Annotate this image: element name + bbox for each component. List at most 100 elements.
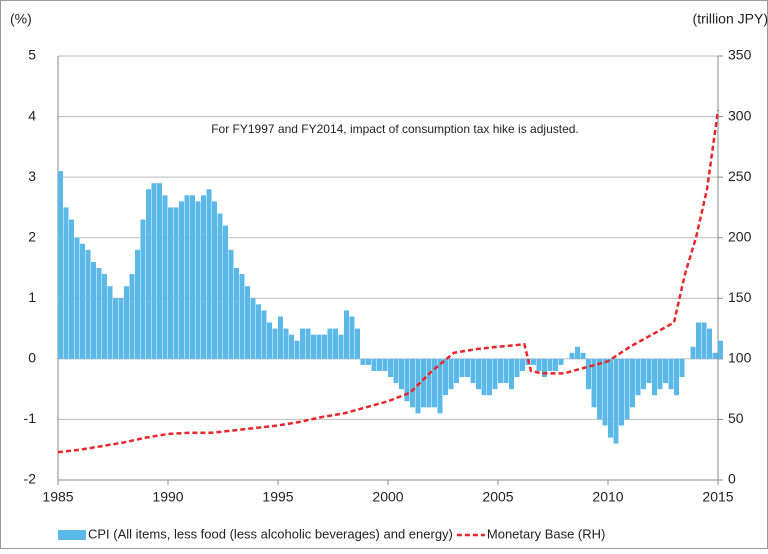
bar: [619, 358, 624, 426]
bar: [217, 213, 223, 359]
bar: [113, 298, 118, 359]
bar: [305, 328, 311, 359]
bar: [470, 358, 476, 384]
bar: [377, 358, 382, 371]
bar: [102, 274, 107, 359]
bar: [124, 286, 129, 359]
bar: [91, 261, 96, 359]
bar: [624, 358, 630, 420]
y-tick-label: 5: [28, 47, 36, 63]
bar: [338, 334, 344, 359]
y-tick-label: 1: [28, 289, 36, 305]
bar: [140, 219, 146, 359]
bar: [432, 358, 437, 408]
bar: [118, 298, 124, 359]
bar: [503, 358, 509, 384]
y2-tick-label: 350: [728, 47, 752, 63]
bar: [580, 352, 586, 359]
x-tick-label: 1990: [152, 489, 183, 505]
x-tick-label: 2000: [372, 489, 403, 505]
bar: [674, 358, 679, 396]
bar: [360, 358, 366, 365]
annotation: For FY1997 and FY2014, impact of consump…: [211, 122, 579, 136]
y2-axis-label: (trillion JPY): [693, 11, 768, 27]
bar: [69, 219, 74, 359]
bar: [228, 249, 234, 359]
y-tick-label: 0: [28, 350, 36, 366]
bar: [300, 328, 305, 359]
y-tick-label: 2: [28, 228, 36, 244]
bar: [498, 358, 503, 384]
bar: [146, 189, 151, 359]
bar: [668, 358, 674, 390]
bar: [245, 286, 250, 359]
bar: [690, 346, 696, 359]
bar: [212, 201, 217, 359]
bar: [586, 358, 591, 390]
bar: [547, 358, 553, 371]
bar: [569, 352, 575, 359]
bar: [96, 268, 102, 359]
bar: [481, 358, 487, 396]
bar: [542, 358, 547, 378]
bar: [421, 358, 426, 408]
bar: [327, 328, 333, 359]
x-tick-label: 1995: [262, 489, 293, 505]
bar: [652, 358, 657, 396]
bar: [316, 334, 322, 359]
bar: [514, 358, 520, 378]
bar: [454, 358, 459, 384]
x-tick-label: 2005: [482, 489, 513, 505]
y-tick-label: 3: [28, 168, 36, 184]
bar: [278, 316, 283, 359]
bar: [657, 358, 663, 390]
bar: [448, 358, 454, 390]
bar: [195, 201, 201, 359]
bar: [487, 358, 492, 396]
bar: [520, 358, 525, 371]
bar: [151, 183, 157, 359]
bar: [410, 358, 415, 408]
bar: [608, 358, 613, 438]
legend-label: CPI (All items, less food (less alcoholi…: [88, 526, 453, 541]
bar: [157, 183, 162, 359]
bar: [135, 249, 140, 359]
bar: [553, 358, 558, 371]
bar: [311, 334, 316, 359]
bar: [129, 274, 135, 359]
bar: [272, 328, 278, 359]
bar: [663, 358, 668, 384]
bar: [74, 237, 80, 359]
bar: [294, 340, 300, 359]
bar: [289, 334, 294, 359]
bar: [349, 316, 355, 359]
y2-tick-label: 50: [728, 410, 744, 426]
bar: [399, 358, 404, 390]
y-tick-label: 4: [28, 107, 36, 123]
bar: [630, 358, 635, 408]
bar: [509, 358, 514, 390]
y-tick-label: -1: [24, 410, 37, 426]
bar: [184, 195, 190, 359]
bar: [206, 189, 212, 359]
bar: [558, 358, 564, 365]
bar: [80, 243, 85, 359]
x-tick-label: 1985: [42, 489, 73, 505]
bar: [63, 207, 69, 359]
bar: [492, 358, 498, 390]
bar: [437, 358, 443, 414]
bar: [613, 358, 619, 444]
bar: [333, 328, 338, 359]
bar: [718, 340, 723, 359]
bar: [190, 195, 195, 359]
legend-label: Monetary Base (RH): [487, 526, 605, 541]
bar: [382, 358, 388, 371]
bar: [602, 358, 608, 426]
bar: [168, 207, 173, 359]
y2-tick-label: 150: [728, 289, 752, 305]
bar: [404, 358, 410, 402]
x-tick-label: 2015: [702, 489, 733, 505]
bar: [267, 322, 272, 359]
